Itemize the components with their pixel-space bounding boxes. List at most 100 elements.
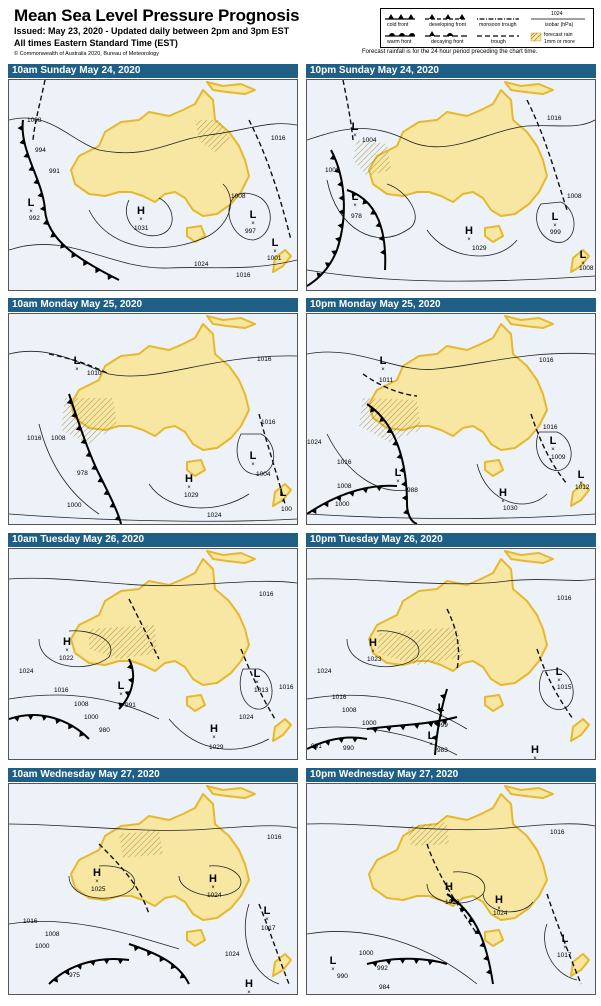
cold-front-barb [396, 453, 403, 460]
isobar-value-label: 984 [379, 984, 390, 991]
isobar-line [476, 463, 548, 505]
forecast-rain-area [195, 120, 231, 152]
high-pressure-marker: H [495, 894, 503, 906]
legend-symbols [385, 14, 585, 42]
isobar-line [326, 433, 408, 491]
isobar-value-label: 1016 [543, 424, 558, 431]
low-pressure-marker: L [352, 121, 359, 133]
pressure-centre-cross: × [501, 499, 505, 505]
trough-line [536, 648, 574, 720]
pressure-centre-cross: × [381, 367, 385, 373]
isobar-value-label: 1025 [91, 886, 106, 893]
isobar-value-label: 994 [35, 147, 46, 154]
isobar-value-label: 1015 [557, 684, 572, 691]
synoptic-map: 1022 1016 1024 1016 1008 1000 991 980 1013 1016 10… [8, 548, 298, 760]
cold-front [9, 714, 90, 740]
tasmania-landmass [484, 694, 504, 712]
cold-front-barb [337, 181, 343, 188]
trough-line [426, 843, 478, 935]
low-pressure-marker: L [272, 237, 279, 249]
cold-front-barb [362, 487, 369, 494]
pressure-centre-cross: × [281, 499, 285, 505]
cold-front-barb [376, 485, 383, 492]
high-pressure-marker: H [210, 723, 218, 735]
cold-front-barb [79, 731, 85, 737]
pressure-centre-cross: × [439, 714, 443, 720]
pressure-centre-cross: × [255, 680, 259, 686]
cold-front-barb [66, 398, 73, 405]
trough-line [362, 373, 418, 397]
panel-title: 10am Wednesday May 27, 2020 [8, 768, 298, 782]
high-pressure-marker: H [465, 225, 473, 237]
low-pressure-marker: L [556, 666, 563, 678]
legend-developing-front: developing front [429, 22, 466, 28]
page-title: Mean Sea Level Pressure Prognosis [14, 6, 300, 25]
isobar-value-label: 1024 [19, 668, 34, 675]
low-pressure-marker: L [254, 668, 261, 680]
low-pressure-marker: L [280, 487, 287, 499]
pressure-centre-cross: × [371, 649, 375, 655]
isobar-value-label: 1004 [362, 137, 377, 144]
pressure-centre-cross: × [75, 367, 79, 373]
panel-title: 10pm Sunday May 24, 2020 [306, 64, 596, 78]
isobar-value-label: 1016 [54, 687, 69, 694]
trough-line [240, 648, 276, 720]
isobar-value-label: 1016 [271, 135, 286, 142]
pressure-centre-cross: × [139, 217, 143, 223]
legend-forecast-rain: forecast rain [544, 32, 573, 38]
low-pressure-marker: L [395, 467, 402, 479]
isobar-value-label: 100 [281, 506, 292, 513]
panel-title: 10pm Tuesday May 26, 2020 [306, 533, 596, 547]
isobar-value-label: 1016 [257, 356, 272, 363]
isobar-line [68, 865, 136, 899]
pressure-centre-cross: × [557, 678, 561, 684]
trough-line [258, 903, 290, 985]
cold-front-barb [42, 219, 49, 226]
isobar-value-label: 978 [351, 213, 362, 220]
pressure-centre-cross: × [187, 485, 191, 491]
isobar-value-label: 1011 [379, 377, 393, 384]
isobar-line [9, 577, 297, 587]
pressure-map: 1011 1016 1024 1016 1008 1000 988 1016 1009 1030 1… [307, 314, 595, 524]
trough-line [530, 413, 568, 485]
cold-front-barb [324, 740, 331, 746]
isobar-value-label: 1024 [307, 439, 322, 446]
isobar-value-label: 1016 [236, 272, 251, 279]
isobar-line [9, 823, 297, 831]
cold-front-barb [71, 412, 77, 418]
legend-warm-front: warm front [387, 39, 412, 45]
isobar-value-label: 992 [29, 215, 40, 222]
isobar-value-label: 991 [125, 702, 136, 709]
isobar-line [307, 513, 595, 519]
tasmania-landmass [484, 225, 504, 243]
low-pressure-marker: L [74, 355, 81, 367]
isobar-value-label: 1000 [359, 950, 374, 957]
isobar-value-label: 1008 [45, 931, 60, 938]
cold-front-barb [323, 501, 329, 508]
cold-front-barb [439, 693, 446, 700]
cold-front-barb [91, 464, 98, 470]
rain-note: Forecast rainfall is for the 24 hour per… [362, 49, 538, 55]
low-pressure-marker: L [578, 469, 585, 481]
tasmania-landmass [186, 694, 206, 712]
cold-front-barb [19, 138, 26, 145]
high-pressure-marker: H [369, 637, 377, 649]
low-pressure-marker: L [330, 955, 337, 967]
isobar-line [9, 920, 180, 950]
papua-new-guinea-landmass [504, 81, 554, 95]
panel-title: 10pm Wednesday May 27, 2020 [306, 768, 596, 782]
cold-front-barb [75, 425, 82, 431]
isobar-value-label: 999 [437, 722, 448, 729]
cold-front-barb [55, 718, 61, 725]
low-pressure-marker: L [580, 249, 587, 261]
cold-front-barb [83, 260, 89, 267]
cold-front-barb [324, 262, 331, 268]
pressure-centre-cross: × [581, 261, 585, 267]
cold-front-barb [399, 958, 406, 964]
cold-front-barb [427, 959, 434, 966]
isobar-value-label: 1008 [231, 193, 246, 200]
isobar-value-label: 1029 [209, 744, 224, 751]
isobar-value-label: 1016 [332, 694, 347, 701]
